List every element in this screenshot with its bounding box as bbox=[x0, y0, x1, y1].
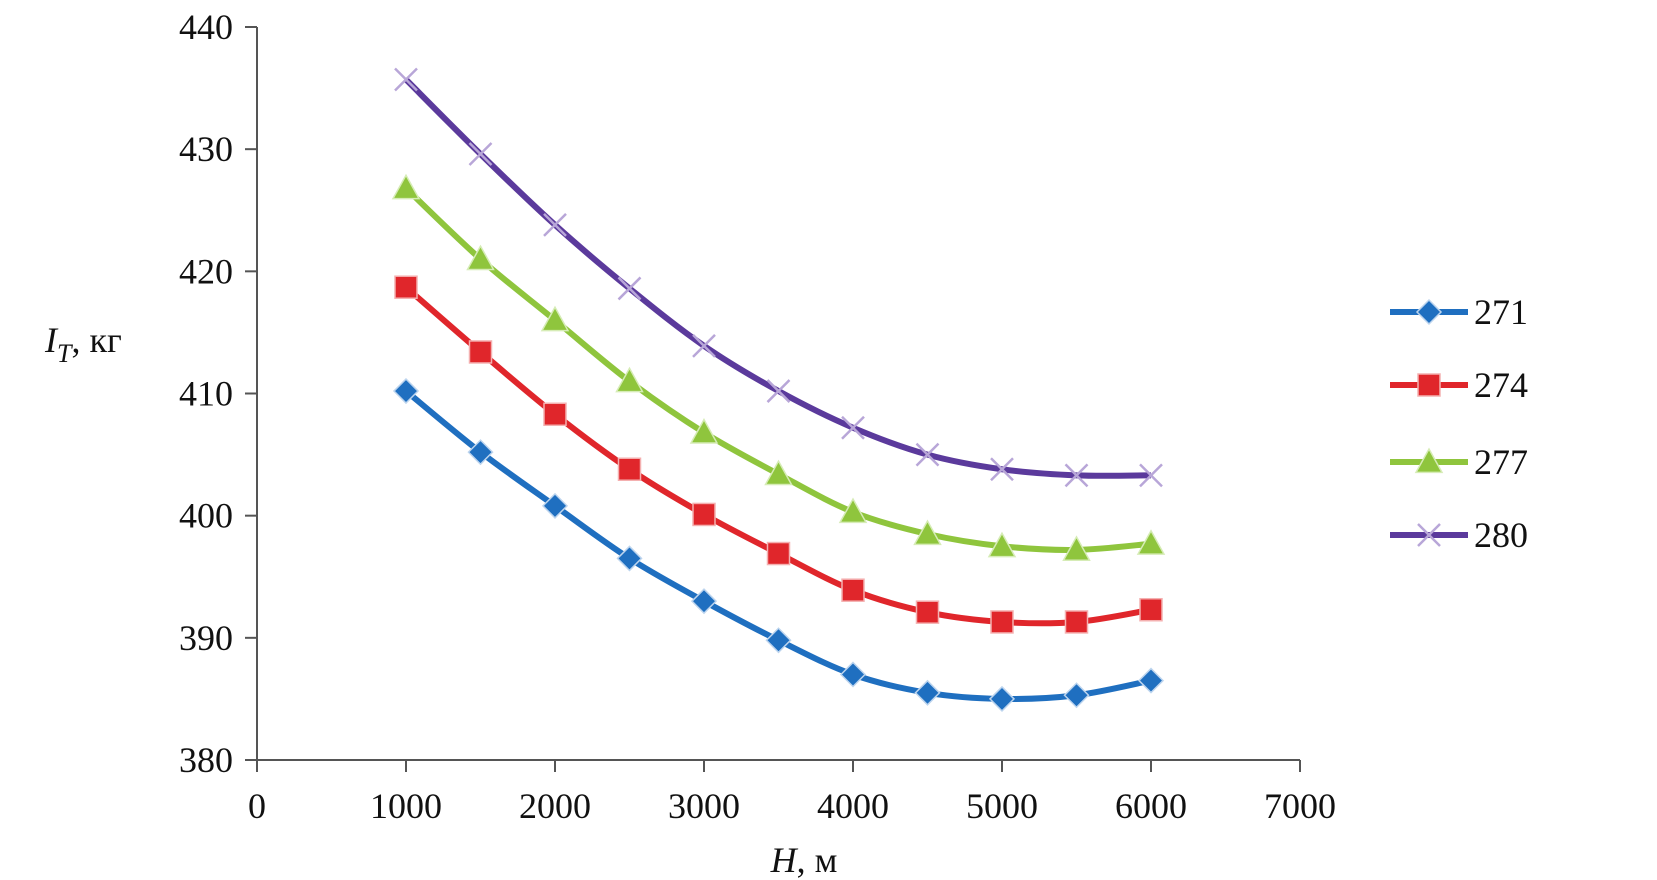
data-point-274 bbox=[543, 402, 567, 427]
series-line-277 bbox=[403, 186, 1152, 553]
y-axis-title: IT, кг bbox=[44, 320, 122, 368]
data-point-271 bbox=[914, 679, 941, 706]
data-point-274 bbox=[841, 578, 865, 602]
legend-marker bbox=[1414, 447, 1444, 474]
x-tick-label: 5000 bbox=[966, 786, 1038, 826]
x-axis-ticks: 0 1000 2000 3000 4000 5000 6000 7000 bbox=[248, 760, 1336, 826]
x-tick-label: 4000 bbox=[817, 786, 889, 826]
data-point-271 bbox=[467, 439, 494, 466]
x-tick-label: 6000 bbox=[1115, 786, 1187, 826]
x-tick-label: 1000 bbox=[370, 786, 442, 826]
series-274 bbox=[394, 275, 1163, 634]
legend-label: 277 bbox=[1474, 442, 1528, 482]
data-point-277 bbox=[615, 366, 644, 393]
data-point-274 bbox=[1064, 610, 1089, 634]
data-point-277 bbox=[913, 519, 942, 546]
data-point-271 bbox=[1063, 682, 1090, 709]
data-point-280 bbox=[394, 67, 418, 92]
data-point-277 bbox=[838, 497, 868, 524]
data-point-274 bbox=[915, 600, 940, 624]
legend-marker bbox=[1417, 373, 1441, 397]
data-point-280 bbox=[1139, 463, 1163, 488]
data-point-271 bbox=[541, 492, 569, 519]
y-axis-title-var: I bbox=[44, 320, 59, 360]
legend-item-277: 277 bbox=[1390, 442, 1528, 482]
data-point-280 bbox=[617, 276, 642, 301]
x-tick-label: 7000 bbox=[1264, 786, 1336, 826]
y-tick-label: 420 bbox=[179, 251, 233, 291]
data-point-274 bbox=[990, 610, 1014, 634]
data-point-274 bbox=[617, 457, 642, 481]
data-point-277 bbox=[1136, 529, 1166, 555]
data-point-280 bbox=[692, 333, 716, 358]
data-point-277 bbox=[540, 305, 570, 332]
legend-item-274: 274 bbox=[1390, 365, 1528, 405]
data-point-277 bbox=[987, 531, 1017, 558]
legend: 271 274 277 280 bbox=[1390, 292, 1528, 555]
data-point-274 bbox=[766, 541, 791, 566]
series-277 bbox=[391, 173, 1166, 562]
y-tick-label: 380 bbox=[179, 740, 233, 780]
legend-label: 271 bbox=[1474, 292, 1528, 332]
x-tick-label: 3000 bbox=[668, 786, 740, 826]
x-tick-label: 0 bbox=[248, 786, 266, 826]
legend-label: 280 bbox=[1474, 515, 1528, 555]
x-axis-title-unit: , м bbox=[797, 840, 838, 880]
data-point-277 bbox=[764, 459, 793, 486]
data-point-271 bbox=[690, 588, 718, 615]
data-point-274 bbox=[394, 275, 418, 299]
x-axis-title-var: H bbox=[770, 840, 799, 880]
data-point-277 bbox=[466, 244, 495, 271]
data-point-280 bbox=[915, 442, 940, 467]
y-axis-title-unit: , кг bbox=[71, 320, 121, 360]
data-point-274 bbox=[692, 502, 716, 527]
y-tick-label: 410 bbox=[179, 374, 233, 414]
data-point-280 bbox=[468, 142, 493, 166]
data-point-280 bbox=[841, 415, 865, 440]
x-axis-title: H, м bbox=[770, 840, 838, 880]
y-tick-label: 390 bbox=[179, 618, 233, 658]
series-271 bbox=[392, 377, 1165, 712]
y-tick-label: 430 bbox=[179, 129, 233, 169]
data-point-277 bbox=[689, 418, 719, 444]
legend-marker bbox=[1415, 298, 1443, 326]
data-point-274 bbox=[468, 340, 493, 364]
series-line-274 bbox=[404, 284, 1152, 627]
legend-item-280: 280 bbox=[1390, 515, 1528, 555]
y-axis-ticks: 380 390 400 410 420 430 440 bbox=[179, 7, 257, 780]
data-point-271 bbox=[988, 685, 1016, 712]
series-line-280 bbox=[403, 77, 1152, 479]
data-point-280 bbox=[766, 379, 791, 403]
data-point-271 bbox=[839, 661, 867, 688]
series-layer bbox=[391, 67, 1166, 712]
series-280 bbox=[394, 67, 1163, 488]
y-tick-label: 400 bbox=[179, 496, 233, 536]
data-point-280 bbox=[1064, 463, 1089, 488]
data-point-280 bbox=[990, 457, 1014, 482]
data-point-277 bbox=[391, 173, 421, 200]
data-point-271 bbox=[616, 545, 643, 572]
x-tick-label: 2000 bbox=[519, 786, 591, 826]
data-point-271 bbox=[765, 627, 792, 654]
legend-item-271: 271 bbox=[1390, 292, 1528, 332]
data-point-271 bbox=[1137, 667, 1165, 694]
legend-label: 274 bbox=[1474, 365, 1528, 405]
y-axis-title-sub: T bbox=[57, 339, 73, 368]
data-point-277 bbox=[1062, 535, 1091, 562]
data-point-274 bbox=[1139, 597, 1163, 622]
y-tick-label: 440 bbox=[179, 7, 233, 47]
legend-marker bbox=[1417, 523, 1441, 547]
data-point-280 bbox=[543, 213, 567, 237]
data-point-271 bbox=[392, 377, 420, 405]
